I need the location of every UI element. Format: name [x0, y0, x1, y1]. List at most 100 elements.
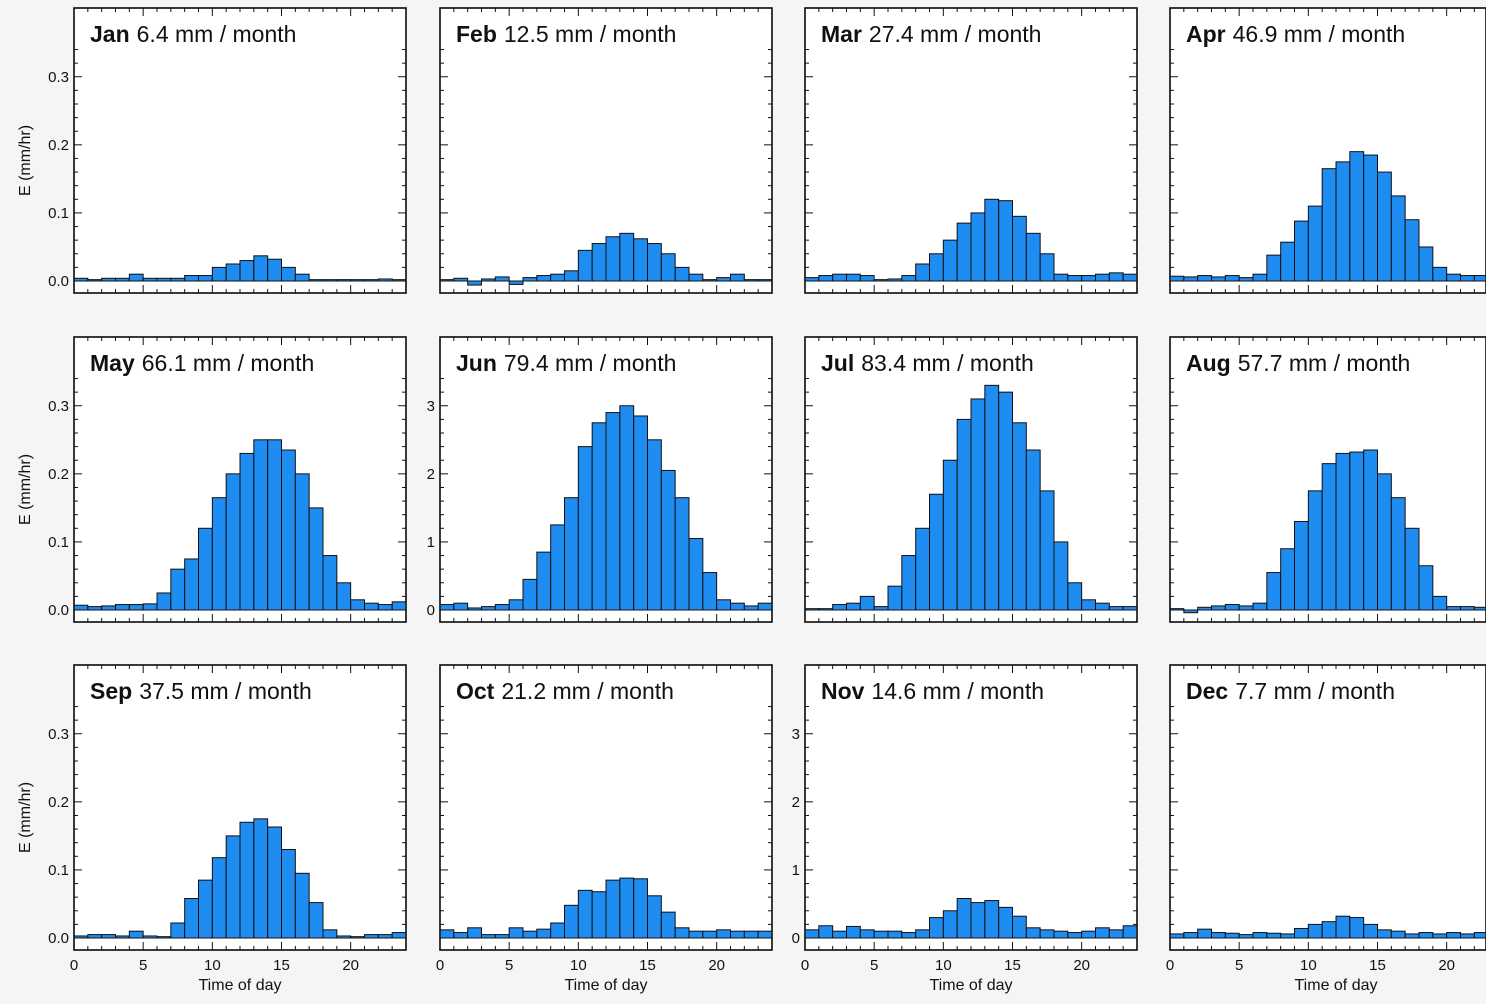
panel-title-total: 14.6 mm / month — [871, 678, 1044, 704]
y-tick-label: 0.1 — [48, 862, 69, 879]
bar — [915, 929, 930, 939]
bar — [550, 273, 565, 282]
bar — [1053, 273, 1069, 282]
bar — [970, 902, 986, 939]
bar — [336, 582, 352, 611]
bar — [522, 930, 538, 939]
bar — [1211, 605, 1226, 611]
bar — [998, 391, 1013, 611]
bar — [1460, 606, 1475, 611]
bar — [1432, 266, 1448, 282]
bar — [253, 255, 269, 282]
panel-title-total: 6.4 mm / month — [137, 21, 297, 47]
y-tick-label: 0.0 — [48, 930, 69, 947]
bar — [1473, 275, 1486, 282]
bar — [901, 555, 917, 611]
bar — [1377, 929, 1392, 939]
y-tick-label: 0.1 — [48, 205, 69, 222]
bar — [1211, 276, 1226, 282]
bar — [225, 473, 241, 611]
bar — [1390, 195, 1406, 282]
bar — [508, 927, 524, 939]
panel-dec: 0 5 10 15 20 Time of day Dec 7.7 mm / month — [1166, 664, 1486, 994]
bar — [633, 238, 648, 282]
bar — [1280, 933, 1296, 939]
bar — [1025, 927, 1041, 939]
y-axis-title: E (mm/hr) — [17, 125, 34, 196]
bar — [1460, 933, 1475, 939]
panel-title-total: 27.4 mm / month — [869, 21, 1042, 47]
x-tick-label: 10 — [935, 957, 952, 974]
bar — [1169, 275, 1185, 282]
bar — [942, 910, 958, 939]
panel-apr: Apr 46.9 mm / month — [1169, 7, 1486, 294]
bar — [846, 602, 861, 611]
x-tick-label: 20 — [342, 957, 359, 974]
bar — [660, 253, 676, 282]
panel-feb: Feb 12.5 mm / month — [439, 7, 773, 294]
bar — [1321, 921, 1337, 939]
bar — [1363, 923, 1379, 939]
bar — [956, 898, 972, 939]
bar — [128, 604, 144, 611]
bar — [1238, 277, 1254, 282]
bar — [536, 275, 552, 282]
panel-jan: 0.0 0.1 0.2 0.3 E (mm/hr) Jan 6.4 mm / month — [17, 7, 407, 294]
y-tick-label: 0 — [427, 602, 435, 619]
bar — [1053, 930, 1069, 939]
bar — [915, 527, 930, 611]
panel-jul: Jul 83.4 mm / month — [804, 336, 1138, 623]
bar — [1224, 604, 1240, 611]
bar — [1335, 161, 1351, 282]
bar — [115, 604, 130, 611]
bar — [1012, 422, 1027, 611]
bar — [494, 276, 510, 282]
x-tick-label: 5 — [1235, 957, 1243, 974]
bar — [804, 929, 820, 939]
bar — [1446, 273, 1462, 282]
bar — [674, 927, 690, 939]
bar — [832, 273, 847, 282]
bar — [564, 904, 579, 939]
bar — [1377, 171, 1392, 282]
x-axis-title: Time of day — [565, 977, 648, 994]
bar — [508, 599, 524, 611]
bar — [453, 932, 469, 939]
bar — [1025, 449, 1041, 611]
bar — [1460, 275, 1475, 282]
bar — [101, 934, 116, 939]
bar — [674, 266, 690, 282]
y-axis-title: E (mm/hr) — [17, 782, 34, 853]
bar — [481, 934, 496, 939]
bar — [377, 604, 393, 611]
bar — [832, 930, 847, 939]
bar — [1053, 541, 1069, 611]
bar — [702, 572, 718, 611]
bar — [1224, 275, 1240, 282]
bar — [1012, 215, 1027, 282]
bar — [308, 902, 324, 939]
bar — [364, 602, 379, 611]
bar — [1108, 272, 1124, 282]
bar — [1280, 548, 1296, 611]
bar — [859, 929, 875, 939]
bar — [494, 604, 510, 611]
bar — [253, 818, 269, 939]
bar — [1418, 565, 1434, 611]
y-tick-label: 0.3 — [48, 398, 69, 415]
bar — [915, 263, 930, 282]
bar — [757, 930, 773, 939]
bar — [1012, 915, 1027, 939]
bar — [674, 497, 690, 611]
bar — [887, 930, 903, 939]
bar — [1095, 602, 1110, 611]
bar — [267, 439, 283, 611]
bar — [87, 606, 103, 611]
bar — [1473, 932, 1486, 939]
bar — [239, 260, 255, 282]
panel-title-total: 21.2 mm / month — [501, 678, 674, 704]
bar — [522, 277, 538, 282]
x-axis-title: Time of day — [1295, 977, 1378, 994]
y-axis-title: E (mm/hr) — [17, 454, 34, 525]
panel-sep: 0.0 0.1 0.2 0.3 0 5 10 15 20 Time of day E (mm/hr)… — [17, 664, 407, 994]
